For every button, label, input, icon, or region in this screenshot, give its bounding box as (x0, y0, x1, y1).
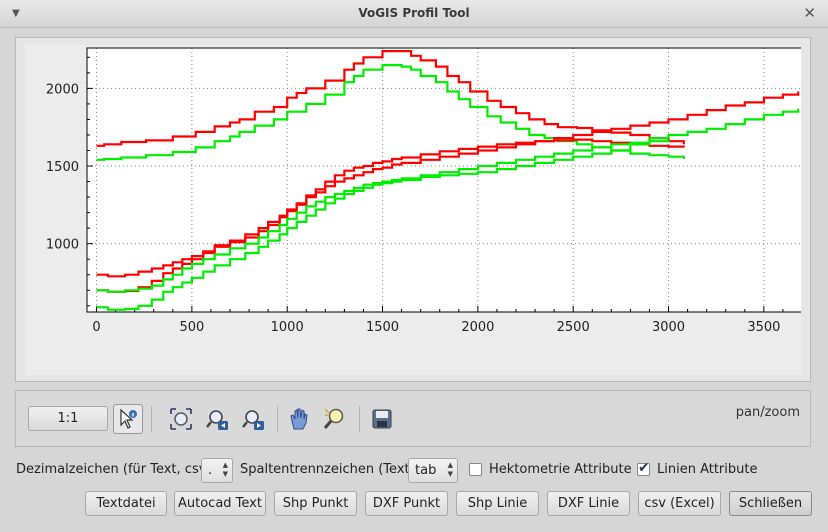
y-tick-label: 1500 (46, 160, 79, 175)
zoom-back-icon[interactable] (202, 404, 232, 434)
plot-area (87, 48, 801, 312)
zoom-magnifier-icon[interactable] (320, 404, 350, 434)
decimal-value: . (208, 463, 213, 478)
linien-label: Linien Attribute (657, 462, 758, 477)
y-tick-label: 1000 (46, 238, 79, 253)
hektometrie-checkbox[interactable] (469, 463, 482, 476)
profile-line-6 (96, 140, 670, 293)
close-icon[interactable]: ✕ (803, 4, 816, 22)
toolbar-separator (359, 406, 360, 432)
toolbar-separator (151, 406, 152, 432)
spin-arrows-icon: ▲ ▼ (447, 461, 453, 478)
x-tick-label: 2500 (557, 320, 590, 335)
profile-line-1 (96, 50, 685, 147)
y-tick-label: 2000 (46, 82, 79, 97)
profile-chart: 0 500 1000 1500 2000 2500 3000 3500 1000 1500 2000 (46, 47, 801, 335)
zoom-forward-icon[interactable] (238, 404, 268, 434)
separator-select[interactable]: tab ▲ ▼ (408, 458, 458, 483)
plot-canvas[interactable]: 0 500 1000 1500 2000 2500 3000 3500 1000 1500 2000 (25, 45, 801, 375)
hektometrie-label: Hektometrie Attribute (489, 462, 632, 477)
dxf-linie-button[interactable]: DXF Linie (547, 491, 630, 516)
x-tick-label: 3000 (652, 320, 685, 335)
title-bar: ▼ VoGIS Profil Tool ✕ (0, 0, 828, 28)
window-title: VoGIS Profil Tool (358, 6, 470, 20)
navigation-toolbar: 1:1 (15, 390, 811, 447)
x-tick-label: 3500 (747, 320, 780, 335)
profile-line-3 (96, 91, 800, 293)
plot-border (86, 47, 801, 313)
shp-linie-button[interactable]: Shp Linie (456, 491, 539, 516)
close-button[interactable]: Schließen (729, 491, 812, 516)
mode-label: pan/zoom (735, 405, 800, 420)
shp-punkt-button[interactable]: Shp Punkt (274, 491, 357, 516)
profile-line-4 (96, 138, 685, 278)
spin-arrows-icon: ▲ ▼ (222, 461, 228, 478)
x-tick-label: 0 (92, 320, 100, 335)
scale-1-1-button[interactable]: 1:1 (28, 406, 108, 431)
zoom-extent-icon[interactable] (166, 404, 196, 434)
profile-line-2 (96, 64, 685, 161)
pointer-info-icon[interactable] (113, 404, 143, 434)
autocad-text-button[interactable]: Autocad Text (174, 491, 266, 516)
x-tick-label: 2000 (461, 320, 494, 335)
separator-value: tab (415, 463, 437, 478)
toolbar-separator (277, 406, 278, 432)
decimal-select[interactable]: . ▲ ▼ (201, 458, 233, 483)
x-tick-label: 500 (179, 320, 204, 335)
save-floppy-icon[interactable] (367, 404, 397, 434)
textdatei-button[interactable]: Textdatei (85, 491, 167, 516)
separator-label: Spaltentrennzeichen (Text): (240, 462, 420, 477)
x-tick-label: 1500 (366, 320, 399, 335)
x-tick-label: 1000 (271, 320, 304, 335)
chevron-down-icon[interactable]: ▼ (12, 8, 20, 19)
linien-checkbox[interactable]: ✔ (637, 460, 650, 476)
pan-hand-icon[interactable] (284, 404, 314, 434)
dxf-punkt-button[interactable]: DXF Punkt (365, 491, 448, 516)
csv-excel-button[interactable]: csv (Excel) (638, 491, 721, 516)
plot-frame: 0 500 1000 1500 2000 2500 3000 3500 1000 1500 2000 (15, 37, 811, 382)
decimal-label: Dezimalzeichen (für Text, csv): (16, 462, 216, 477)
check-icon: ✔ (638, 460, 650, 476)
